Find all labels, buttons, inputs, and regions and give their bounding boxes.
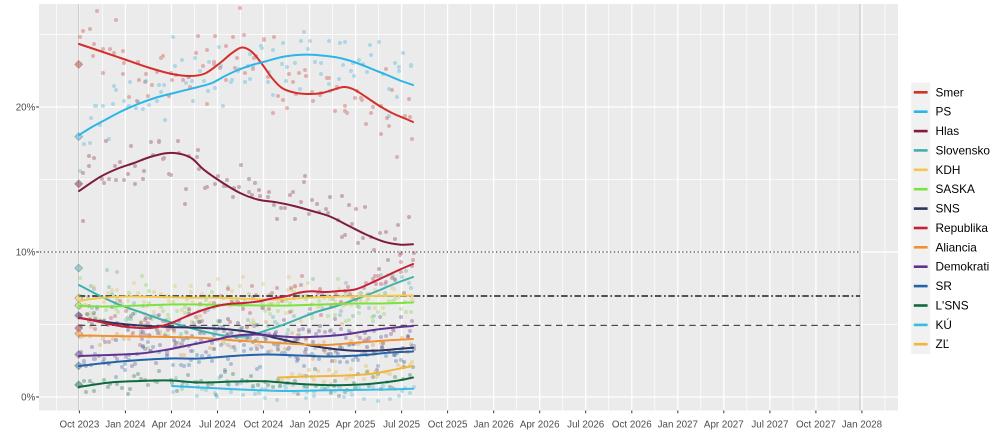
svg-text:Apr 2025: Apr 2025 bbox=[336, 420, 376, 431]
svg-text:Slovensko: Slovensko bbox=[936, 143, 991, 157]
svg-text:Oct 2027: Oct 2027 bbox=[796, 420, 836, 431]
svg-text:Oct 2023: Oct 2023 bbox=[60, 420, 100, 431]
svg-text:SASKA: SASKA bbox=[936, 182, 975, 196]
svg-text:KÚ: KÚ bbox=[936, 318, 952, 332]
svg-text:Apr 2026: Apr 2026 bbox=[520, 420, 560, 431]
svg-text:Apr 2027: Apr 2027 bbox=[704, 420, 744, 431]
svg-text:0%: 0% bbox=[21, 392, 35, 403]
svg-text:Jul 2025: Jul 2025 bbox=[383, 420, 421, 431]
svg-text:ZĽ: ZĽ bbox=[936, 337, 950, 351]
svg-text:Jan 2026: Jan 2026 bbox=[474, 420, 515, 431]
svg-text:SR: SR bbox=[936, 279, 952, 293]
svg-text:Republika: Republika bbox=[936, 221, 989, 235]
svg-text:Oct 2026: Oct 2026 bbox=[612, 420, 652, 431]
svg-text:20%: 20% bbox=[16, 102, 36, 113]
svg-text:Hlas: Hlas bbox=[936, 124, 960, 138]
svg-text:SNS: SNS bbox=[936, 202, 960, 216]
svg-text:Jan 2028: Jan 2028 bbox=[842, 420, 883, 431]
svg-text:KDH: KDH bbox=[936, 163, 961, 177]
svg-text:Oct 2024: Oct 2024 bbox=[244, 420, 284, 431]
svg-text:PS: PS bbox=[936, 105, 952, 119]
svg-text:Aliancia: Aliancia bbox=[936, 240, 978, 254]
svg-text:Oct 2025: Oct 2025 bbox=[428, 420, 468, 431]
svg-text:Jul 2027: Jul 2027 bbox=[751, 420, 788, 431]
svg-text:Jul 2024: Jul 2024 bbox=[199, 420, 237, 431]
svg-text:Smer: Smer bbox=[936, 85, 964, 99]
svg-text:Jan 2027: Jan 2027 bbox=[658, 420, 698, 431]
svg-text:Demokrati: Demokrati bbox=[936, 260, 990, 274]
svg-text:Apr 2024: Apr 2024 bbox=[152, 420, 192, 431]
svg-text:10%: 10% bbox=[16, 247, 36, 258]
svg-text:Jan 2024: Jan 2024 bbox=[105, 420, 146, 431]
svg-text:Jan 2025: Jan 2025 bbox=[289, 420, 330, 431]
svg-text:Jul 2026: Jul 2026 bbox=[567, 420, 605, 431]
svg-text:L'SNS: L'SNS bbox=[936, 299, 969, 313]
